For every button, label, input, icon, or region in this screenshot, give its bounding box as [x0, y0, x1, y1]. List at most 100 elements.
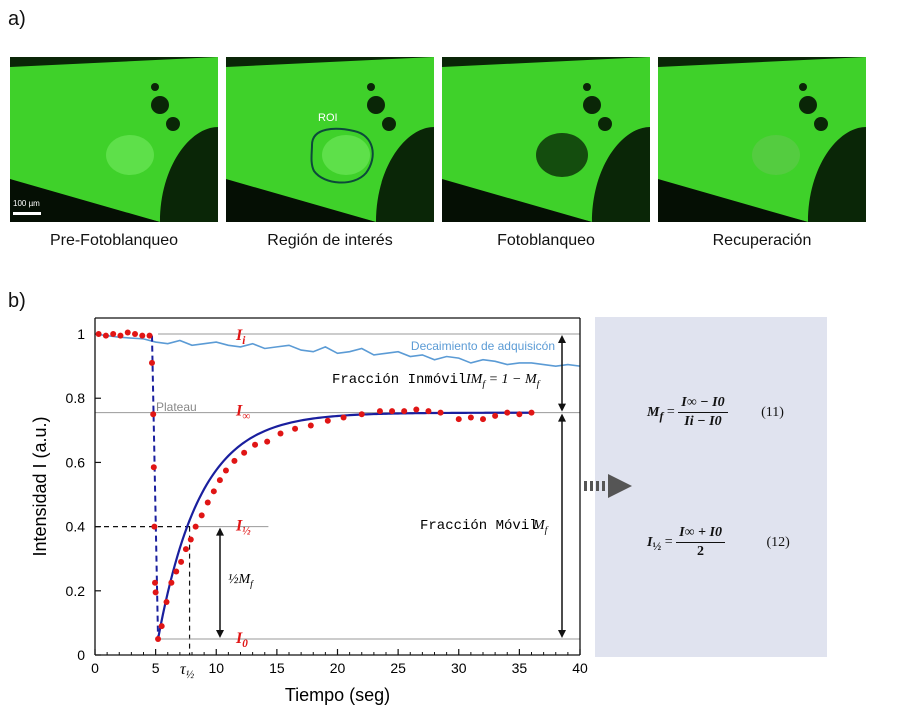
eq12-den: 2: [697, 544, 705, 559]
y-tick-label: 1: [77, 326, 85, 342]
movil-symbol: Mf: [532, 518, 549, 536]
data-point: [292, 425, 299, 432]
eq11-lhs: M: [647, 404, 660, 420]
data-point: [148, 359, 155, 366]
data-point: [210, 488, 217, 495]
equation-12: I½ = I∞ + I0 2 (12): [647, 525, 790, 559]
pointer-arrow-dash: [602, 481, 605, 491]
y-tick-label: 0.2: [66, 583, 86, 599]
caption-photobleach: Fotoblanqueo: [497, 232, 595, 249]
data-point: [132, 331, 139, 338]
data-point: [150, 464, 157, 471]
data-point: [492, 412, 499, 419]
data-point: [252, 441, 259, 448]
label-iinf: I∞: [235, 403, 250, 423]
data-point: [95, 331, 102, 338]
data-point: [155, 635, 162, 642]
y-axis-label: Intensidad I (a.u.): [30, 416, 50, 556]
scale-bar-label: 100 µm: [13, 199, 40, 208]
label-i0: I0: [235, 630, 248, 650]
y-tick-label: 0.6: [66, 454, 86, 470]
movil-label: Fracción Móvil: [420, 518, 538, 534]
data-point: [324, 417, 331, 424]
x-tick-label: 20: [330, 660, 346, 676]
data-point: [182, 546, 189, 553]
eq11-den: Ii − I0: [684, 414, 722, 429]
data-point: [110, 331, 117, 338]
data-point: [117, 332, 124, 339]
eq12-lhs-sub: ½: [652, 539, 662, 553]
decay-line: [94, 333, 581, 367]
data-point: [173, 568, 180, 575]
data-point: [413, 406, 420, 413]
data-point: [241, 449, 248, 456]
eq11-number: (11): [761, 404, 784, 420]
fit-curve: [156, 411, 534, 640]
pointer-arrow-dash: [584, 481, 587, 491]
y-tick-label: 0: [77, 647, 85, 663]
label-ii: Ii: [235, 327, 246, 347]
data-point: [168, 579, 175, 586]
data-point: [102, 332, 109, 339]
eq12-lhs: I: [647, 534, 653, 550]
eq11-num: I∞ − I0: [681, 395, 725, 410]
roi-label: ROI: [318, 112, 338, 124]
x-tick-label: 5: [152, 660, 160, 676]
caption-recovery: Recuperación: [712, 232, 812, 249]
pointer-arrow-head: [608, 474, 632, 498]
micrograph-pre-photobleach: 100 µm: [10, 57, 218, 222]
x-tick-label: 40: [572, 660, 588, 676]
data-point: [152, 579, 159, 586]
data-point: [204, 499, 211, 506]
data-point: [192, 523, 199, 530]
data-point: [376, 408, 383, 415]
mobile-fraction-arrow-head-bottom: [558, 629, 566, 638]
pointer-arrow-dash: [590, 481, 593, 491]
data-point: [389, 408, 396, 415]
pointer-arrow: [584, 474, 632, 498]
x-tick-label: 30: [451, 660, 467, 676]
x-axis-label: Tiempo (seg): [285, 685, 390, 705]
data-point: [187, 536, 194, 543]
inmovil-equation: IMf = 1 − Mf: [465, 372, 541, 390]
x-tick-label: 35: [512, 660, 528, 676]
micrograph-recovery: [658, 57, 866, 222]
data-point: [480, 416, 486, 423]
data-point: [150, 411, 157, 418]
data-point: [146, 332, 153, 339]
data-point: [124, 329, 131, 336]
data-point: [139, 332, 146, 339]
data-point: [307, 422, 314, 429]
data-point: [425, 408, 432, 415]
half-mf-label: ½Mf: [228, 572, 254, 590]
data-point: [198, 512, 205, 519]
half-mf-arrow-head-top: [216, 527, 224, 536]
x-tick-label: 15: [269, 660, 285, 676]
data-point: [358, 411, 365, 418]
plateau-label: Plateau: [156, 400, 197, 414]
immobile-fraction-arrow-head-top: [558, 335, 566, 344]
y-tick-label: 0.4: [66, 519, 86, 535]
eq12-number: (12): [766, 534, 790, 550]
label-ihalf: I½: [235, 518, 251, 538]
decay-label: Decaimiento de adquisicón: [411, 339, 555, 353]
data-point: [504, 409, 511, 416]
data-point: [467, 414, 474, 421]
eq12-num: I∞ + I0: [679, 525, 722, 540]
immobile-fraction-arrow-head-bottom: [558, 403, 566, 412]
data-point: [516, 411, 523, 418]
caption-roi: Región de interés: [267, 232, 393, 249]
micrograph-photobleach: [442, 57, 650, 222]
data-point: [340, 414, 347, 421]
data-point: [152, 589, 159, 596]
data-point: [222, 467, 229, 474]
x-tick-label: 25: [390, 660, 406, 676]
data-point: [264, 438, 271, 445]
half-mf-arrow-head-bottom: [216, 629, 224, 638]
eq11-lhs-sub: f: [659, 409, 664, 423]
caption-pre-photobleach: Pre-Fotoblanqueo: [49, 232, 179, 249]
data-point: [231, 457, 238, 464]
x-tick-label: 0: [91, 660, 99, 676]
y-tick-label: 0.8: [66, 390, 86, 406]
